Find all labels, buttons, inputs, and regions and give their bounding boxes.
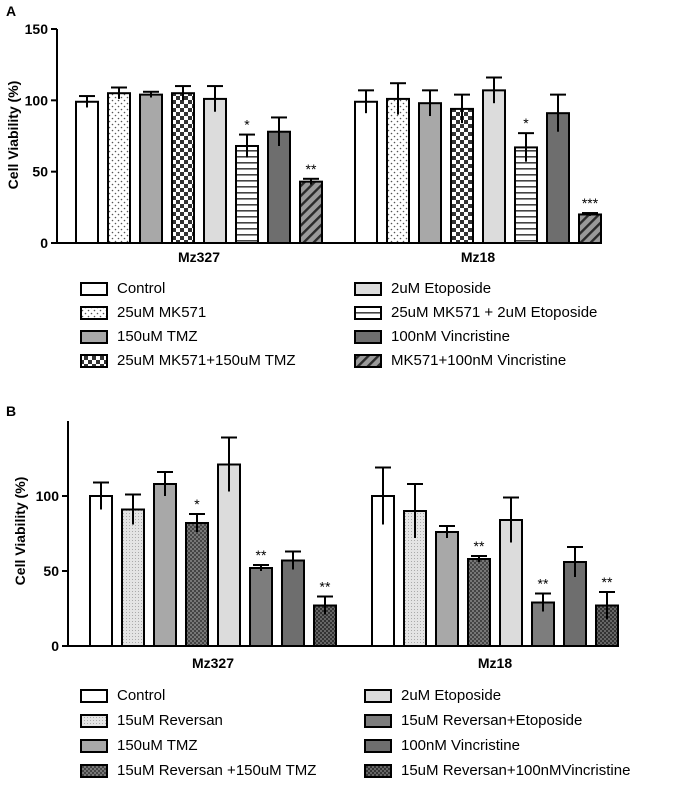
legend-swatch bbox=[364, 714, 392, 728]
legend-label: 15uM Reversan +150uM TMZ bbox=[117, 762, 316, 779]
legend-label: 25uM MK571 bbox=[117, 304, 206, 321]
y-tick-label: 50 bbox=[43, 563, 59, 579]
bar bbox=[217, 463, 241, 647]
legend-swatch bbox=[354, 282, 382, 296]
legend-swatch bbox=[80, 330, 108, 344]
y-tick-label: 0 bbox=[51, 638, 59, 654]
legend-swatch bbox=[80, 306, 108, 320]
y-axis-label: Cell Viability (%) bbox=[5, 81, 21, 190]
legend-swatch bbox=[80, 739, 108, 753]
bar bbox=[171, 92, 195, 244]
bar bbox=[482, 89, 506, 244]
legend-label: Control bbox=[117, 687, 165, 704]
y-tick-label: 50 bbox=[32, 164, 48, 180]
y-tick-label: 100 bbox=[25, 92, 49, 108]
legend-swatch bbox=[354, 330, 382, 344]
bar bbox=[281, 559, 305, 647]
significance-label: * bbox=[523, 115, 529, 131]
bar bbox=[235, 144, 259, 244]
legend-label: 100nM Vincristine bbox=[391, 328, 510, 345]
bar bbox=[203, 97, 227, 245]
legend-label: Control bbox=[117, 280, 165, 297]
bar bbox=[75, 100, 99, 245]
legend-panel-a: Control 25uM MK571 150uM TMZ 25uM MK571+150… bbox=[80, 280, 597, 369]
significance-label: *** bbox=[582, 195, 599, 211]
panel-label-a: A bbox=[6, 3, 16, 19]
legend-label: 2uM Etoposide bbox=[391, 280, 491, 297]
legend-swatch bbox=[364, 764, 392, 778]
legend-swatch bbox=[364, 739, 392, 753]
legend-label: 15uM Reversan bbox=[117, 712, 223, 729]
bar bbox=[514, 146, 538, 244]
significance-label: ** bbox=[602, 574, 613, 590]
legend-swatch bbox=[80, 764, 108, 778]
legend-swatch bbox=[364, 689, 392, 703]
legend-swatch bbox=[80, 714, 108, 728]
significance-label: ** bbox=[474, 538, 485, 554]
bar bbox=[121, 508, 145, 647]
bar bbox=[467, 558, 491, 647]
y-tick-label: 100 bbox=[36, 488, 60, 504]
bar bbox=[354, 100, 378, 245]
group-label: Mz18 bbox=[461, 249, 495, 265]
group-label: Mz18 bbox=[478, 655, 512, 671]
bar bbox=[299, 180, 323, 245]
legend-swatch bbox=[354, 354, 382, 368]
legend-swatch bbox=[80, 354, 108, 368]
legend-label: 2uM Etoposide bbox=[401, 687, 501, 704]
significance-label: * bbox=[244, 117, 250, 133]
legend-label: 15uM Reversan+Etoposide bbox=[401, 712, 582, 729]
legend-swatch bbox=[354, 306, 382, 320]
bar bbox=[267, 130, 291, 244]
significance-label: ** bbox=[538, 576, 549, 592]
bar bbox=[578, 213, 602, 244]
legend-label: 15uM Reversan+100nMVincristine bbox=[401, 762, 630, 779]
bar bbox=[249, 567, 273, 647]
legend-label: 100nM Vincristine bbox=[401, 737, 520, 754]
y-tick-label: 150 bbox=[25, 21, 49, 37]
bar bbox=[139, 93, 163, 244]
significance-label: ** bbox=[256, 547, 267, 563]
bar bbox=[418, 102, 442, 245]
legend-label: MK571+100nM Vincristine bbox=[391, 352, 566, 369]
group-label: Mz327 bbox=[178, 249, 220, 265]
bar bbox=[185, 522, 209, 647]
bar bbox=[450, 107, 474, 245]
bar bbox=[107, 92, 131, 244]
legend-panel-b: Control 15uM Reversan 150uM TMZ 15uM Revers… bbox=[80, 687, 630, 779]
legend-label: 150uM TMZ bbox=[117, 328, 198, 345]
group-label: Mz327 bbox=[192, 655, 234, 671]
bar bbox=[435, 531, 459, 647]
bar bbox=[546, 112, 570, 244]
significance-label: * bbox=[194, 496, 200, 512]
bar bbox=[89, 495, 113, 647]
bar bbox=[153, 483, 177, 647]
y-axis-label: Cell Viability (%) bbox=[12, 477, 28, 586]
y-tick-label: 0 bbox=[40, 235, 48, 251]
bar bbox=[386, 97, 410, 245]
legend-swatch bbox=[80, 282, 108, 296]
legend-label: 25uM MK571+150uM TMZ bbox=[117, 352, 296, 369]
legend-label: 150uM TMZ bbox=[117, 737, 198, 754]
legend-swatch bbox=[80, 689, 108, 703]
significance-label: ** bbox=[320, 579, 331, 595]
significance-label: ** bbox=[306, 161, 317, 177]
panel-label-b: B bbox=[6, 403, 16, 419]
legend-label: 25uM MK571 + 2uM Etoposide bbox=[391, 304, 597, 321]
